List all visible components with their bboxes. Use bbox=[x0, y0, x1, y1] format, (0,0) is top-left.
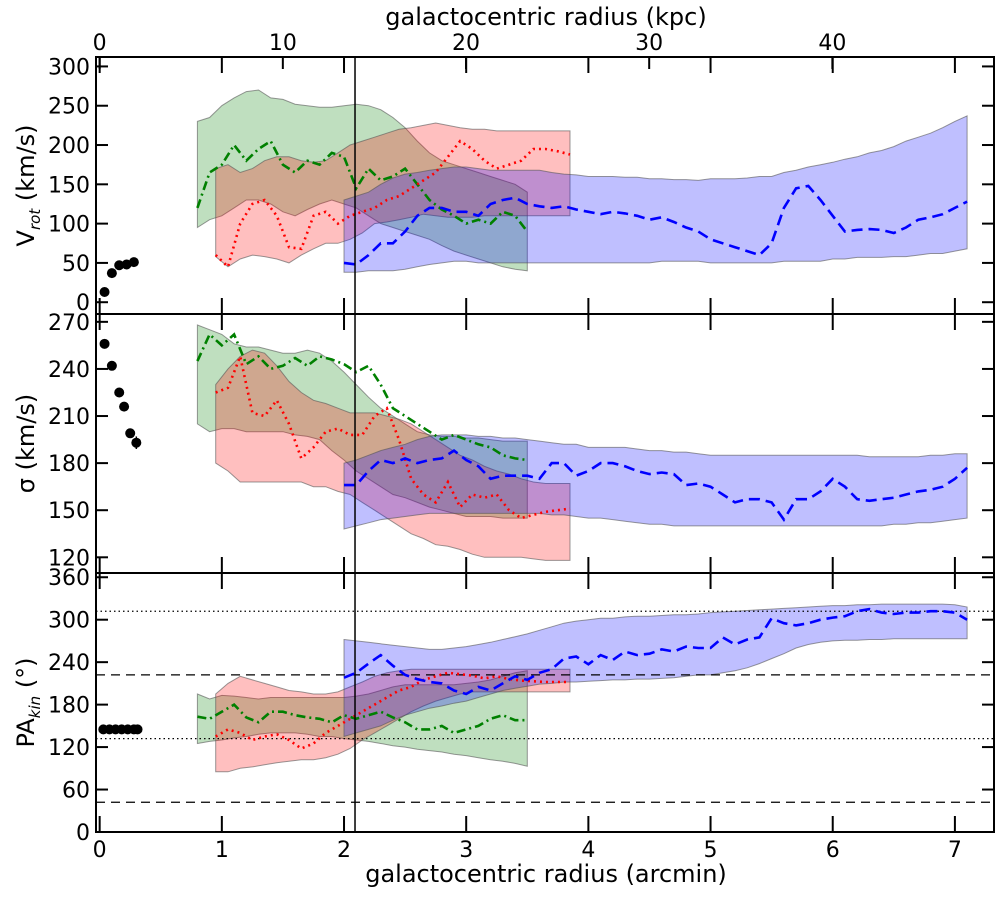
ylabel-subscript: kin bbox=[26, 696, 44, 718]
y-tick-label: 240 bbox=[48, 651, 90, 676]
series-line-red bbox=[214, 139, 571, 270]
panel-vrot-bands bbox=[196, 89, 968, 273]
series-line-blue bbox=[343, 184, 968, 266]
y-tick-label: 50 bbox=[62, 252, 90, 277]
y-tick-label: 250 bbox=[48, 95, 90, 120]
ylabel-main: σ bbox=[12, 478, 40, 493]
series-line-green bbox=[196, 139, 529, 233]
panel-sigma-series bbox=[99, 332, 968, 522]
y-tick-label: 150 bbox=[48, 499, 90, 524]
y-tick-label: 300 bbox=[48, 55, 90, 80]
y-tick-label: 60 bbox=[62, 779, 90, 804]
top-tick-label: 10 bbox=[269, 31, 297, 56]
panel-pa-series bbox=[96, 607, 994, 803]
panel-vrot-ylabel: Vrot (km/s) bbox=[12, 125, 44, 247]
data-point bbox=[131, 437, 142, 448]
y-tick-label: 360 bbox=[48, 566, 90, 591]
y-tick-label: 120 bbox=[48, 736, 90, 761]
band-blue bbox=[343, 603, 968, 738]
axes-layer bbox=[95, 56, 995, 833]
series-line-green bbox=[197, 702, 528, 735]
panel-pa-bands bbox=[196, 603, 968, 773]
panel-sigma-bands bbox=[196, 324, 968, 561]
y-tick-label: 0 bbox=[76, 291, 90, 316]
y-tick-label: 300 bbox=[48, 609, 90, 634]
data-point bbox=[106, 360, 117, 371]
band-green bbox=[196, 670, 528, 767]
top-tick-label: 0 bbox=[93, 31, 107, 56]
band-blue bbox=[343, 115, 968, 273]
ylabel-unit: (km/s) bbox=[12, 125, 40, 209]
y-tick-label: 180 bbox=[48, 452, 90, 477]
panel-pa-frame bbox=[95, 572, 995, 833]
x-tick-label: 0 bbox=[93, 838, 107, 863]
y-tick-label: 180 bbox=[48, 694, 90, 719]
x-tick-label: 1 bbox=[215, 838, 229, 863]
ylabel-unit: (°) bbox=[12, 657, 40, 695]
x-tick-label: 5 bbox=[704, 838, 718, 863]
y-tick-label: 150 bbox=[48, 173, 90, 198]
band-red bbox=[215, 122, 571, 268]
top-tick-label: 40 bbox=[818, 31, 846, 56]
band-red bbox=[215, 349, 571, 561]
ylabel-main: PA bbox=[12, 718, 40, 748]
y-tick-label: 100 bbox=[48, 213, 90, 238]
y-tick-label: 270 bbox=[48, 311, 90, 336]
data-point bbox=[106, 268, 117, 279]
data-point bbox=[125, 428, 136, 439]
top-axis-title: galactocentric radius (kpc) bbox=[385, 3, 706, 31]
y-tick-label: 200 bbox=[48, 134, 90, 159]
x-tick-label: 3 bbox=[459, 838, 473, 863]
x-tick-label: 2 bbox=[337, 838, 351, 863]
y-tick-label: 210 bbox=[48, 405, 90, 430]
band-green bbox=[196, 324, 528, 519]
data-point bbox=[99, 338, 110, 349]
ylabel-subscript: rot bbox=[26, 208, 44, 230]
series-line-green bbox=[196, 332, 528, 462]
y-tick-label: 120 bbox=[48, 546, 90, 571]
ylabel-unit: (km/s) bbox=[12, 394, 40, 478]
x-axis-title: galactocentric radius (arcmin) bbox=[365, 860, 727, 888]
data-point bbox=[114, 260, 125, 271]
text-layer: galactocentric radius (kpc) galactocentr… bbox=[12, 3, 962, 888]
series-line-blue bbox=[343, 607, 968, 696]
x-tick-label: 6 bbox=[826, 838, 840, 863]
panel-vrot-series bbox=[99, 139, 968, 297]
data-point bbox=[99, 286, 110, 297]
x-tick-label: 7 bbox=[948, 838, 962, 863]
band-blue bbox=[343, 434, 968, 530]
data-point bbox=[119, 401, 130, 412]
ylabel-main: V bbox=[12, 229, 40, 246]
y-tick-label: 240 bbox=[48, 358, 90, 383]
line-layer bbox=[96, 139, 994, 803]
x-tick-label: 4 bbox=[581, 838, 595, 863]
data-point bbox=[132, 724, 143, 735]
data-point bbox=[114, 387, 125, 398]
series-line-red bbox=[215, 351, 571, 520]
top-tick-label: 30 bbox=[635, 31, 663, 56]
panel-pa-ylabel: PAkin (°) bbox=[12, 657, 44, 747]
band-layer bbox=[196, 89, 968, 773]
top-tick-label: 20 bbox=[452, 31, 480, 56]
y-tick-label: 0 bbox=[76, 821, 90, 846]
data-point bbox=[128, 257, 139, 268]
panel-sigma-ylabel: σ (km/s) bbox=[12, 394, 40, 493]
